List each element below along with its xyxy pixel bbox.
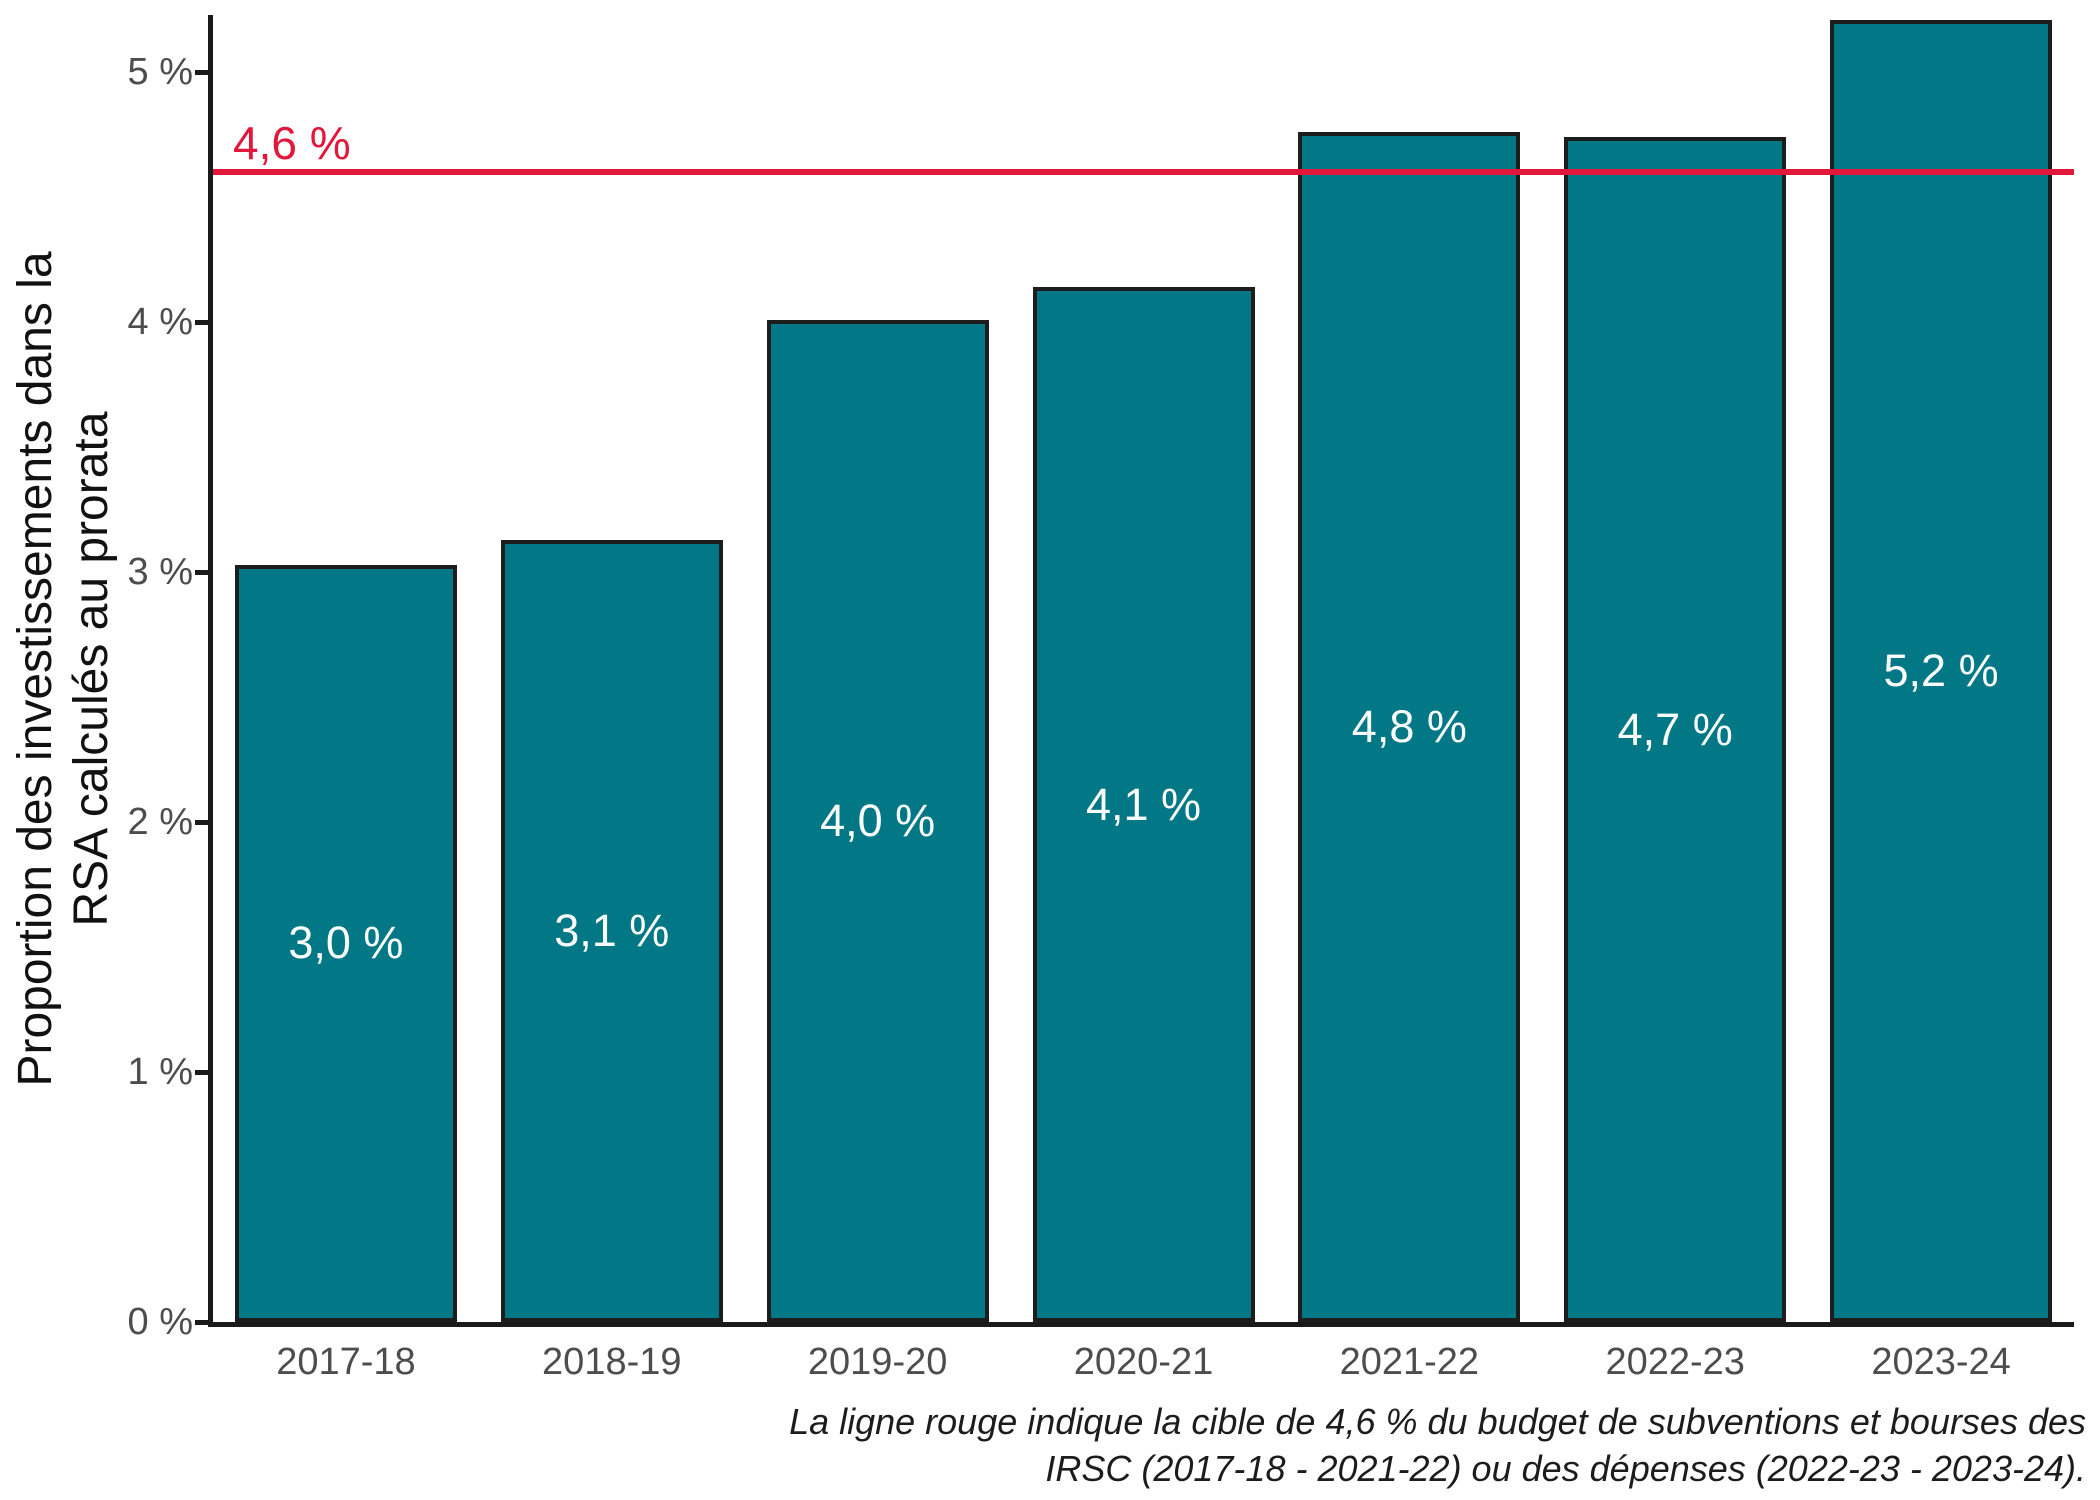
y-tick-label-3: 3 % (127, 551, 193, 593)
bar-2021-22 (1298, 132, 1521, 1322)
x-tick-label-2020-21: 2020-21 (1073, 1341, 1214, 1383)
x-tick-label-2017-18: 2017-18 (276, 1341, 416, 1383)
y-tick-mark-0 (195, 1319, 208, 1325)
target-line-label: 4,6 % (233, 117, 351, 169)
chart-caption: La ligne rouge indique la cible de 4,6 %… (789, 1398, 2086, 1492)
bar-2023-24 (1830, 19, 2053, 1322)
bar-value-label-2019-20: 4,0 % (820, 794, 936, 846)
bar-2017-18 (234, 564, 457, 1322)
target-line (213, 169, 2074, 175)
bar-2019-20 (766, 319, 989, 1322)
y-tick-mark-1 (195, 1069, 208, 1075)
bar-value-label-2018-19: 3,1 % (554, 904, 670, 956)
bar-2018-19 (500, 539, 723, 1322)
y-tick-mark-5 (195, 69, 208, 75)
x-tick-label-2022-23: 2022-23 (1605, 1341, 1745, 1383)
y-axis-title-line-1: Proportion des investissements dans la (9, 251, 62, 1087)
bar-value-label-2020-21: 4,1 % (1085, 778, 1202, 830)
y-tick-mark-4 (195, 319, 208, 325)
x-tick-label-2018-19: 2018-19 (542, 1341, 682, 1383)
y-axis-title: Proportion des investissements dans la R… (8, 251, 120, 1086)
bar-value-label-2021-22: 4,8 % (1351, 701, 1467, 752)
y-tick-label-1: 1 % (127, 1051, 193, 1093)
bar-2020-21 (1032, 287, 1255, 1322)
bar-2022-23 (1564, 137, 1787, 1322)
x-tick-label-2019-20: 2019-20 (807, 1341, 948, 1383)
plot-panel: 3,0 % 3,1 % 4,0 % 4,1 % 4,8 % 4,7 % 5,2 % 4,6 % (208, 15, 2074, 1327)
bar-value-label-2022-23: 4,7 % (1617, 703, 1733, 755)
y-tick-mark-3 (195, 569, 208, 575)
caption-line-1: La ligne rouge indique la cible de 4,6 %… (789, 1401, 2086, 1442)
x-tick-label-2023-24: 2023-24 (1871, 1341, 2011, 1383)
y-tick-mark-2 (195, 819, 208, 825)
bar-value-label-2017-18: 3,0 % (288, 917, 404, 969)
bar-value-label-2023-24: 5,2 % (1883, 644, 1999, 696)
caption-line-2: IRSC (2017-18 - 2021-22) ou des dépenses… (1045, 1448, 2086, 1489)
x-tick-label-2021-22: 2021-22 (1339, 1341, 1480, 1383)
y-tick-label-4: 4 % (127, 301, 193, 343)
y-tick-label-5: 5 % (127, 51, 193, 93)
y-tick-label-2: 2 % (127, 801, 193, 843)
y-tick-label-0: 0 % (127, 1301, 193, 1343)
y-axis-title-line-2: RSA calculés au prorata (65, 411, 118, 927)
